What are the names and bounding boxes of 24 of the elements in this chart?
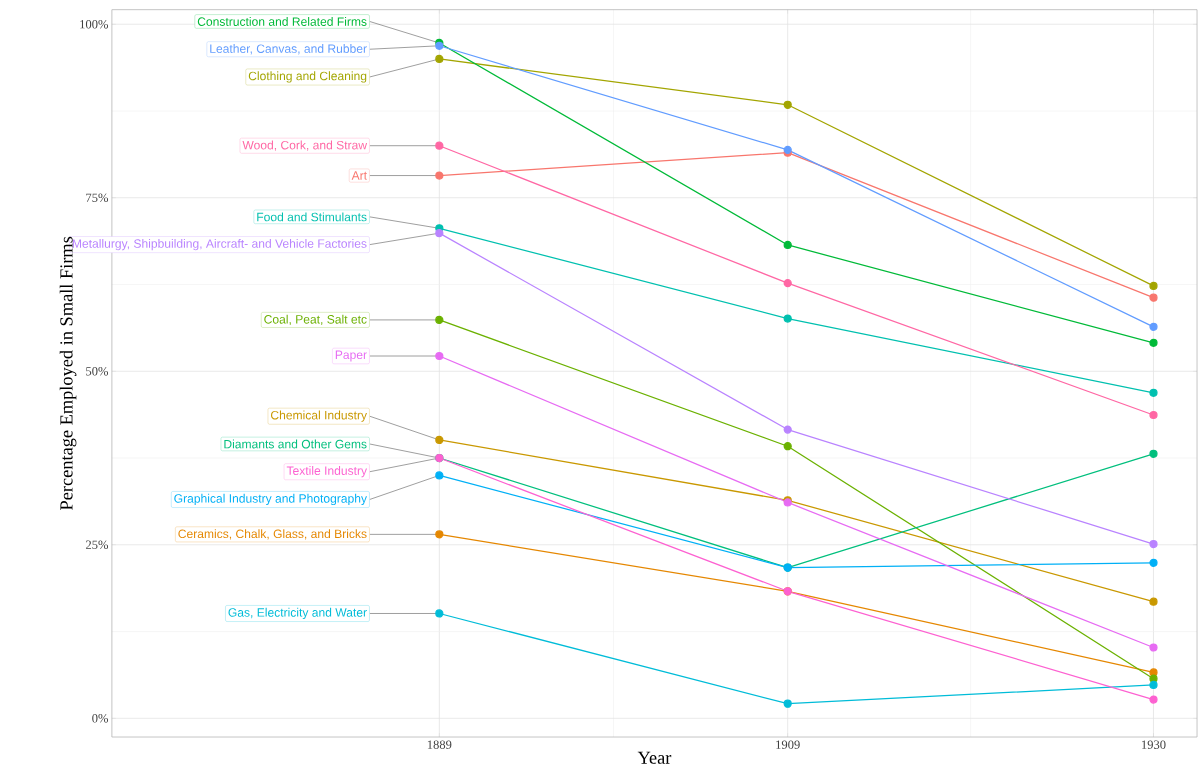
x-axis-title: Year xyxy=(637,751,672,765)
y-tick-label: 50% xyxy=(86,367,109,376)
text: Paper xyxy=(335,350,367,362)
text: Clothing and Cleaning xyxy=(248,71,367,83)
y-tick-label: 75% xyxy=(86,193,109,203)
text: Coal, Peat, Salt etc xyxy=(264,314,367,326)
text: Diamants and Other Gems xyxy=(224,439,367,449)
text: Construction and Related Firms xyxy=(197,17,367,27)
x-tick-label: 1909 xyxy=(776,740,800,750)
text: Art xyxy=(351,171,367,180)
text: Textile Industry xyxy=(286,466,368,478)
text: Graphical Industry and Photography xyxy=(174,494,367,506)
x-tick-label: 1930 xyxy=(1142,740,1166,750)
x-tick-label: 1889 xyxy=(427,740,452,750)
y-tick-label: 25% xyxy=(85,540,109,550)
text: Chemical Industry xyxy=(271,410,367,423)
text: Gas, Electricity and Water xyxy=(228,608,367,620)
text: Food and Stimulants xyxy=(257,212,367,222)
y-tick-label: 0% xyxy=(92,714,109,723)
y-tick-label: 100% xyxy=(80,20,109,29)
text: Leather, Canvas, and Rubber xyxy=(210,44,367,55)
text: Metallurgy, Shipbuilding, Aircraft- and Vehicle Factories xyxy=(72,239,367,251)
text: Ceramics, Chalk, Glass, and Bricks xyxy=(178,529,367,540)
text: Wood, Cork, and Straw xyxy=(242,140,368,152)
